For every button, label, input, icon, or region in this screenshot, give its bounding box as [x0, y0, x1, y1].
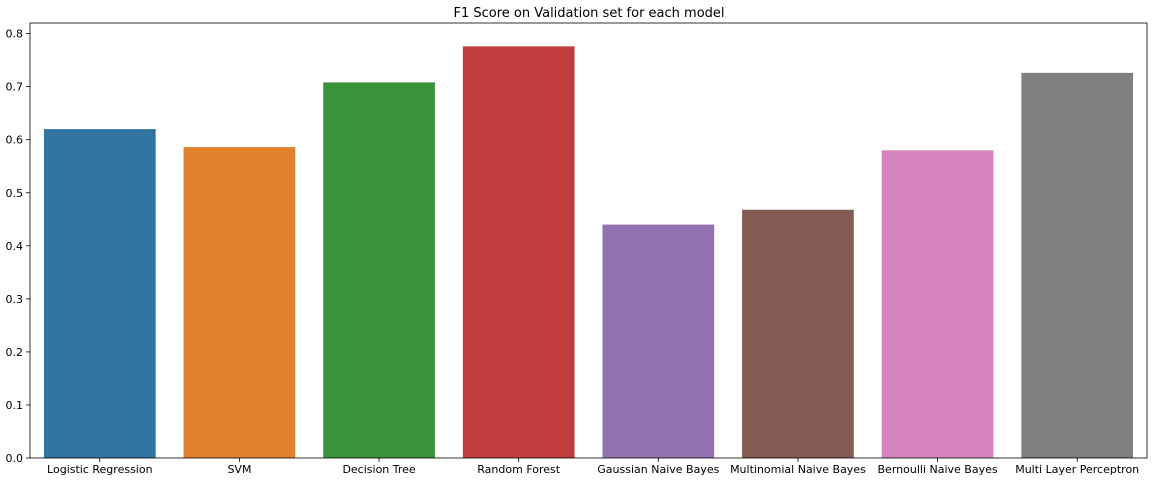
y-tick-label: 0.1 [6, 399, 24, 412]
x-tick-label: Decision Tree [342, 463, 415, 476]
x-axis: Logistic Regression SVM Decision Tree Rando… [47, 458, 1139, 476]
bar [323, 82, 435, 458]
y-tick-label: 0.6 [6, 134, 24, 147]
y-tick-label: 0.4 [6, 240, 24, 253]
y-tick-label: 0.8 [6, 28, 24, 41]
x-tick-label: SVM [227, 463, 251, 476]
y-tick-label: 0.7 [6, 81, 24, 94]
x-tick-label: Gaussian Naive Bayes [597, 463, 719, 476]
y-tick-label: 0.3 [6, 293, 24, 306]
bar [462, 46, 575, 459]
x-tick-label: Logistic Regression [47, 463, 153, 476]
y-tick-label: 0.2 [6, 346, 24, 359]
x-tick-label: Multinomial Naive Bayes [730, 463, 866, 476]
y-tick-label: 0.5 [6, 187, 24, 200]
bars-group [43, 46, 1134, 459]
bar [1021, 72, 1134, 459]
x-tick-label: Multi Layer Perceptron [1015, 463, 1139, 476]
y-axis: 0.0 0.1 0.2 0.3 0.4 0.5 0.6 0.7 0.8 [6, 28, 30, 465]
bar [602, 224, 715, 458]
chart-title: F1 Score on Validation set for each mode… [453, 6, 724, 21]
bar [881, 150, 994, 458]
bar [742, 209, 854, 458]
bar [43, 129, 156, 458]
y-tick-label: 0.0 [6, 452, 24, 465]
plot-frame [29, 22, 1148, 459]
bar [183, 147, 296, 458]
x-tick-label: Bernoulli Naive Bayes [878, 463, 998, 476]
x-tick-label: Random Forest [477, 463, 560, 476]
